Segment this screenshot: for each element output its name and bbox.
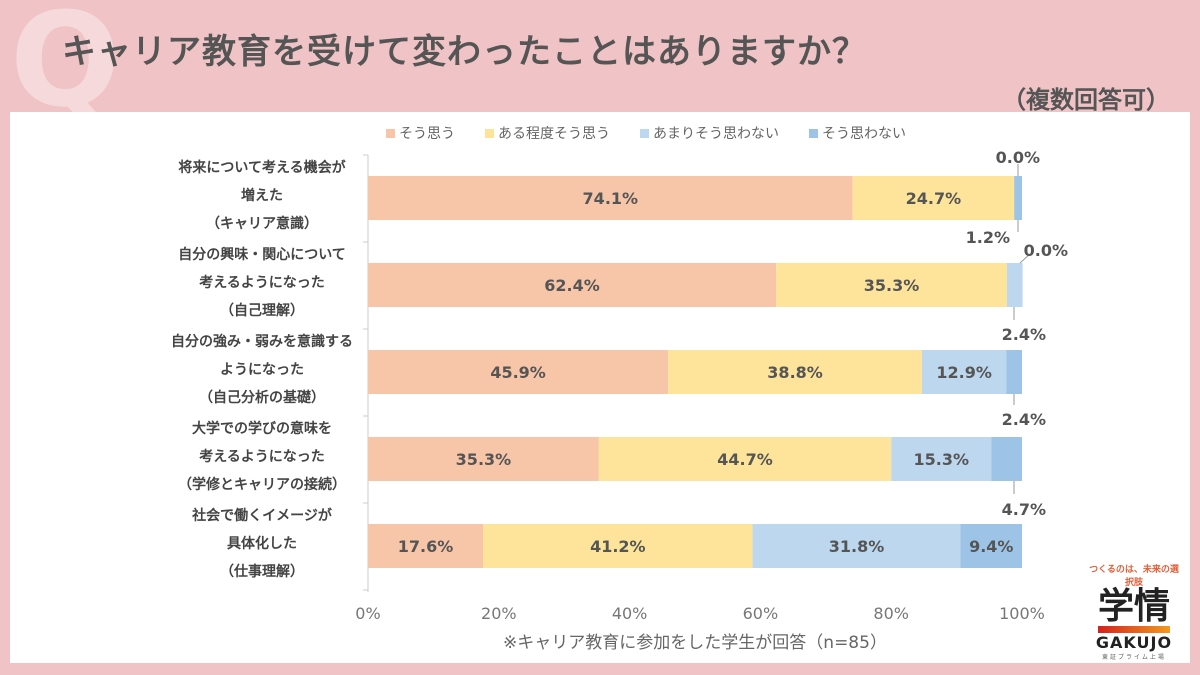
logo-en: GAKUJO [1095,632,1173,652]
data-label: 38.8% [767,363,823,382]
data-label: 41.2% [590,537,646,556]
legend-swatch [809,128,818,138]
category-label: 自分の強み・弱みを意識する [171,333,353,350]
bar-segment [752,524,961,568]
bar-segment [368,524,484,568]
legend-item: ある程度そう思う [485,123,610,143]
category-label: 自分の興味・関心について [178,246,346,263]
category-label: 考えるようになった [199,274,325,291]
bar-segment [921,350,1007,394]
bar-segment [598,437,892,481]
page-title: キャリア教育を受けて変わったことはありますか？ [62,32,867,72]
data-label: 1.2% [966,228,1010,247]
legend-item: そう思う [386,123,455,143]
data-label: 9.4% [969,537,1013,556]
data-label: 2.4% [1002,325,1046,344]
logo-sub: 東証プライム上場 [1102,653,1166,661]
legend-label: ある程度そう思う [498,126,610,142]
bar-segment [368,350,669,394]
x-tick-label: 100% [999,604,1045,623]
bar-segment [483,524,753,568]
bar-segment [368,263,777,307]
bar-segment [368,437,599,481]
x-tick-label: 60% [743,604,779,623]
gakujo-logo: つくるのは、未来の選択肢 学情 GAKUJO 東証プライム上場 [1086,562,1182,661]
data-label: 35.3% [456,450,512,469]
data-label: 15.3% [913,450,969,469]
data-label: 44.7% [717,450,773,469]
legend-swatch [386,128,395,138]
data-label: 24.7% [906,189,962,208]
category-label: 社会で働くイメージが [191,507,333,524]
category-label: 大学での学びの意味を [192,420,332,437]
data-label: 4.7% [1002,500,1046,519]
legend-swatch [640,128,649,138]
bar-segment [668,350,922,394]
bar-segment [776,263,1007,307]
category-label: 将来について考える機会が [178,159,346,176]
category-label: 具体化した [226,535,297,552]
category-label: 考えるようになった [199,448,325,465]
logo-kanji: 学情 [1097,586,1170,627]
data-label: 12.9% [936,363,992,382]
data-label: 62.4% [544,276,600,295]
data-label: 2.4% [1002,410,1046,429]
category-label: （自己分析の基礎） [199,389,325,406]
bar-segment [1014,176,1022,220]
category-label: （キャリア意識） [206,215,318,232]
data-label: 0.0% [1024,241,1068,260]
legend-label: あまりそう思わない [653,126,779,142]
multiple-answer-note: （複数回答可） [1002,86,1170,114]
legend-item: あまりそう思わない [640,123,779,143]
q-watermark: Q [10,0,121,136]
x-tick-label: 80% [873,604,909,623]
bar-segment [368,176,853,220]
x-tick-label: 40% [612,604,648,623]
x-tick-label: 20% [481,604,517,623]
category-label: 増えた [241,187,283,204]
bar-segment [891,437,992,481]
data-label: 35.3% [864,276,920,295]
leader-line [1019,253,1031,264]
bar-segment [960,524,1022,568]
data-label: 74.1% [583,189,639,208]
logo-bar [1098,625,1170,633]
data-label: 0.0% [996,148,1040,167]
category-label: （自己理解） [220,302,304,319]
legend: そう思う ある程度そう思う あまりそう思わない そう思わない [386,123,906,143]
logo-tagline: つくるのは、未来の選択肢 [1089,565,1179,588]
legend-swatch [485,128,494,138]
legend-label: そう思う [399,126,455,142]
category-label: ようになった [220,362,304,378]
bar-segment [1006,350,1022,394]
data-label: 45.9% [490,363,546,382]
data-label: 17.6% [398,537,454,556]
bar-segment [1006,263,1023,307]
legend-label: そう思わない [822,126,906,142]
x-tick-label: 0% [355,604,380,623]
legend-item: そう思わない [809,123,906,143]
bar-segment [991,437,1022,481]
category-label: （学修とキャリアの接続） [178,476,346,493]
footnote: ※キャリア教育に参加をした学生が回答（n=85） [503,633,887,653]
data-label: 31.8% [829,537,885,556]
category-label: （仕事理解） [220,563,304,580]
bar-segment [852,176,1015,220]
